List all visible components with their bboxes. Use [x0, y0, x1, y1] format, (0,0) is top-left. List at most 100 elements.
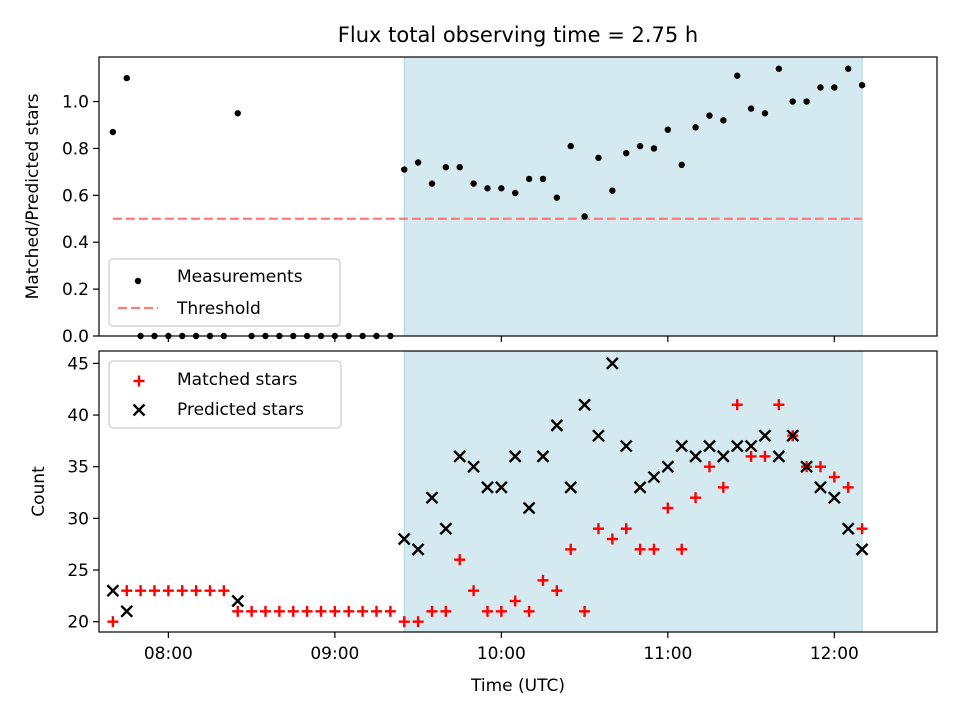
matched-star-point [121, 585, 133, 597]
predicted-star-point [550, 419, 564, 432]
matched-star-point [454, 554, 466, 566]
matched-star-point [246, 605, 258, 617]
predicted-star-point [106, 584, 120, 598]
y-tick-label: 25 [67, 561, 89, 581]
matched-star-point [662, 502, 674, 514]
matched-star-point [565, 543, 577, 555]
top-y-axis-label: Matched/Predicted stars [23, 93, 43, 299]
x-axis-label: Time (UTC) [470, 676, 565, 696]
matched-star-point [634, 543, 646, 555]
x-tick-label: 11:00 [643, 644, 692, 664]
bottom-x-axis: 08:00 09:00 10:00 11:00 12:00 [144, 632, 859, 664]
matched-star-point [135, 585, 147, 597]
top-legend: Measurements Threshold [108, 258, 341, 327]
measurement-point [747, 105, 755, 112]
legend-box [108, 258, 341, 327]
predicted-star-point [397, 532, 411, 546]
matched-star-point [204, 585, 216, 597]
matched-star-point [370, 605, 382, 617]
measurement-point [595, 154, 602, 162]
predicted-star-point [744, 439, 758, 453]
measurement-point [512, 189, 519, 197]
matched-star-point [148, 585, 160, 597]
predicted-star-point [827, 491, 841, 505]
matched-star-point [842, 481, 854, 493]
measurement-point [539, 175, 547, 183]
legend-label: Threshold [176, 299, 261, 319]
legend-measurement-marker [134, 277, 142, 285]
measurement-point [123, 74, 130, 82]
measurement-point [664, 126, 672, 133]
matched-star-point [495, 605, 507, 617]
measurement-point [734, 72, 741, 79]
measurement-point [553, 194, 561, 201]
matched-star-point [259, 605, 271, 617]
matched-star-point [412, 616, 424, 628]
measurement-point [234, 110, 241, 117]
matched-star-point [690, 492, 702, 504]
predicted-star-point [800, 460, 813, 474]
predicted-star-point [758, 429, 772, 443]
legend-box [108, 360, 342, 429]
measurement-point [831, 84, 838, 91]
predicted-star-point [605, 357, 619, 370]
legend-label: Matched stars [177, 370, 297, 390]
measurement-point [456, 163, 463, 171]
matched-star-point [162, 585, 174, 597]
measurement-point [470, 180, 477, 187]
matched-star-point [579, 605, 591, 617]
y-tick-label: 1.0 [62, 93, 89, 113]
matched-star-point [176, 585, 188, 597]
matched-star-point [107, 616, 119, 628]
measurement-point [498, 185, 505, 192]
measurement-point [789, 98, 796, 105]
matched-star-point [814, 461, 826, 473]
measurement-point [775, 65, 783, 72]
measurement-point [581, 213, 588, 220]
matched-star-point [232, 605, 244, 617]
matched-star-point [468, 585, 480, 597]
matched-star-point [773, 399, 785, 411]
bottom-shaded-region [403, 350, 863, 633]
matched-star-point [273, 605, 285, 617]
matched-star-point [190, 585, 202, 597]
predicted-star-point [425, 491, 439, 505]
predicted-star-point [536, 450, 550, 463]
measurement-point [623, 149, 630, 157]
bottom-plot-marks [106, 357, 869, 628]
measurement-point [761, 110, 769, 117]
predicted-star-point [855, 543, 869, 556]
predicted-star-point [578, 398, 591, 412]
legend-matched-marker [133, 375, 145, 387]
matched-star-point [676, 543, 688, 555]
predicted-star-point [120, 604, 134, 618]
matched-star-point [357, 605, 369, 617]
predicted-star-point [786, 429, 800, 443]
measurement-point [636, 142, 644, 150]
legend-predicted-marker [132, 403, 146, 417]
top-plot-frame [98, 56, 938, 337]
measurement-point [428, 180, 436, 187]
predicted-star-point [564, 481, 578, 494]
matched-star-point [620, 523, 632, 535]
matched-star-point [218, 585, 230, 597]
matched-star-point [717, 481, 729, 493]
matched-star-point [287, 605, 299, 617]
matched-star-point [481, 605, 493, 617]
y-tick-label: 0.2 [62, 280, 89, 300]
bottom-y-axis-label: Count [29, 466, 49, 517]
matched-star-point [509, 595, 521, 607]
matched-star-point [856, 523, 868, 535]
predicted-star-point [508, 450, 522, 463]
measurement-point [484, 185, 491, 192]
measurement-point [817, 84, 824, 91]
measurement-point [858, 81, 866, 89]
predicted-star-point [439, 522, 453, 536]
bottom-y-axis: 20 25 30 35 40 45 [67, 354, 99, 633]
matched-star-point [384, 605, 396, 617]
y-tick-label: 0.6 [62, 186, 89, 206]
predicted-star-point [633, 481, 647, 494]
y-tick-label: 45 [67, 354, 89, 374]
measurement-point [650, 145, 658, 152]
